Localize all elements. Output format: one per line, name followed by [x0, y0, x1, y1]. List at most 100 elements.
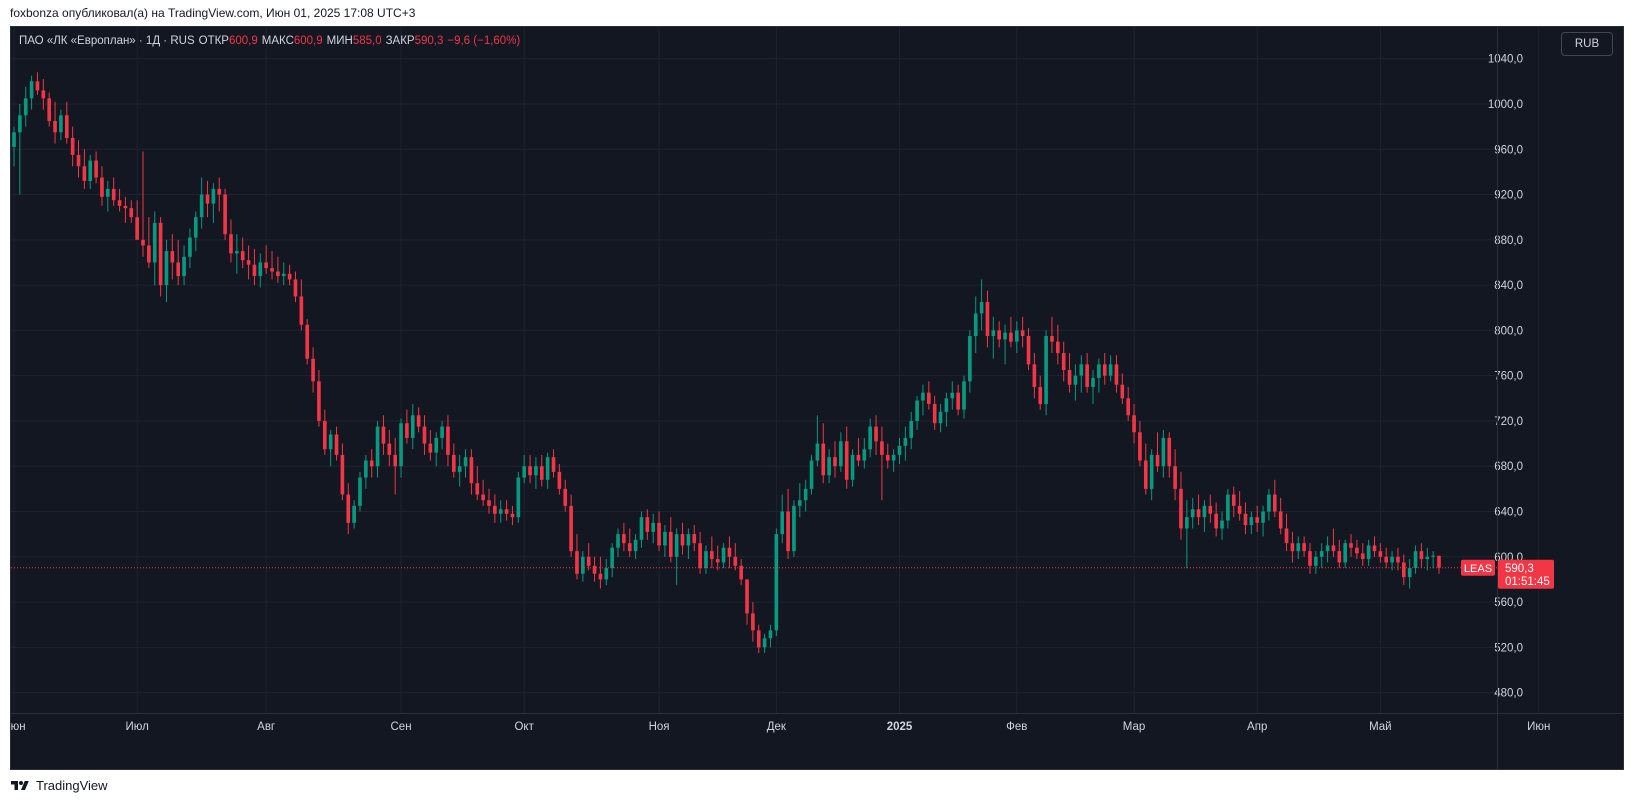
candle-body [1202, 505, 1207, 518]
x-tick-label: Май [1369, 721, 1392, 733]
candle-body [229, 234, 233, 254]
candle-body [498, 509, 503, 514]
candle-body [287, 273, 292, 280]
candle-body [1173, 466, 1177, 489]
candle-body [59, 115, 63, 133]
candle-body [645, 517, 650, 532]
candle-body [422, 426, 427, 444]
candle-body [223, 194, 227, 235]
candle-body [962, 381, 966, 410]
candle-body [839, 441, 843, 467]
candle-body [1390, 556, 1394, 563]
candle-body [158, 222, 163, 286]
tradingview-logo-icon[interactable] [10, 779, 30, 793]
candle-body [1278, 511, 1283, 529]
candle-body [604, 568, 609, 580]
candle-body [803, 488, 808, 501]
candle-body [1179, 488, 1183, 529]
x-tick-label: Мар [1123, 721, 1146, 733]
symbol-legend: ПАО «ЛК «Европлан» · 1Д · RUS ОТКР600,9 … [19, 35, 520, 47]
candle-body [598, 573, 603, 580]
candle-body [903, 437, 908, 446]
candle-body [1372, 545, 1377, 552]
candle-body [510, 513, 515, 518]
footer-brand[interactable]: TradingView [36, 778, 108, 793]
y-tick-label: 720,0 [1494, 416, 1523, 428]
close-value: 590,3 [414, 35, 444, 47]
candle-body [141, 239, 145, 246]
ticker-tag [1461, 559, 1495, 576]
candle-body [674, 534, 679, 557]
chart-panel[interactable]: 1040,0 1000,0 960,0 920,0 880,0 840,0 800,0 760… [10, 26, 1624, 770]
candle-body [815, 443, 820, 461]
currency-button[interactable]: RUB [1561, 32, 1613, 56]
x-tick-label: Ноя [649, 721, 670, 733]
candle-body [264, 262, 268, 269]
candle-body [1009, 332, 1013, 342]
candle-body [557, 471, 562, 489]
candle-body [1056, 341, 1060, 354]
candle-body [968, 336, 972, 382]
candle-body [446, 426, 450, 455]
candle-body [739, 565, 743, 580]
candle-body [1331, 545, 1336, 552]
candle-body [657, 522, 661, 546]
candle-body [1038, 386, 1043, 404]
candle-body [152, 222, 157, 263]
candle-body [1190, 509, 1195, 518]
candle-body [1401, 562, 1406, 578]
x-tick-label: Июл [125, 721, 148, 733]
candle-body [727, 547, 732, 557]
candle-body [1314, 556, 1318, 566]
candle-body [797, 500, 802, 506]
candle-body [199, 194, 204, 218]
candle-body [1355, 547, 1359, 554]
candle-body [1067, 370, 1072, 385]
candle-body [1243, 513, 1248, 526]
symbol-name[interactable]: ПАО «ЛК «Европлан» · 1Д · RUS [19, 35, 195, 47]
candle-body [387, 443, 392, 455]
candle-body [627, 543, 632, 552]
candle-body [633, 539, 638, 552]
low-label: МИН [326, 35, 353, 47]
candle-body [885, 454, 890, 461]
y-tick-label: 480,0 [1494, 688, 1523, 700]
candle-body [270, 268, 274, 272]
candle-body [733, 556, 738, 566]
candle-body [762, 638, 767, 648]
candle-body [94, 160, 98, 178]
open-value: 600,9 [228, 35, 258, 47]
candle-body [41, 90, 46, 99]
candle-body [235, 251, 239, 254]
close-label: ЗАКР [385, 35, 415, 47]
candle-body [1132, 415, 1136, 433]
open-label: ОТКР [198, 35, 229, 47]
candle-body [821, 443, 826, 476]
y-tick-label: 560,0 [1494, 597, 1523, 609]
candle-body [481, 494, 485, 501]
candle-body [147, 245, 151, 263]
candle-body [346, 494, 351, 523]
high-label: МАКС [261, 35, 294, 47]
x-tick-label: Окт [514, 721, 534, 733]
candle-body [668, 531, 673, 557]
candle-body [170, 251, 175, 263]
candle-body [193, 217, 198, 238]
candle-body [833, 457, 837, 467]
candle-body [164, 251, 169, 286]
candle-body [897, 445, 902, 455]
candle-body [1296, 543, 1301, 552]
candle-body [610, 547, 614, 569]
candle-body [504, 509, 509, 514]
candle-body [135, 217, 139, 240]
candle-body [340, 454, 345, 495]
y-tick-label: 640,0 [1494, 507, 1523, 519]
candle-body [53, 120, 57, 133]
candle-body [375, 426, 380, 467]
x-tick-label: Июн [1527, 721, 1550, 733]
candle-body [246, 260, 251, 265]
candle-body [745, 579, 749, 614]
candlestick-chart[interactable]: 1040,0 1000,0 960,0 920,0 880,0 840,0 800,0 760… [11, 27, 1623, 769]
candle-body [1419, 551, 1424, 560]
candle-body [680, 534, 685, 546]
